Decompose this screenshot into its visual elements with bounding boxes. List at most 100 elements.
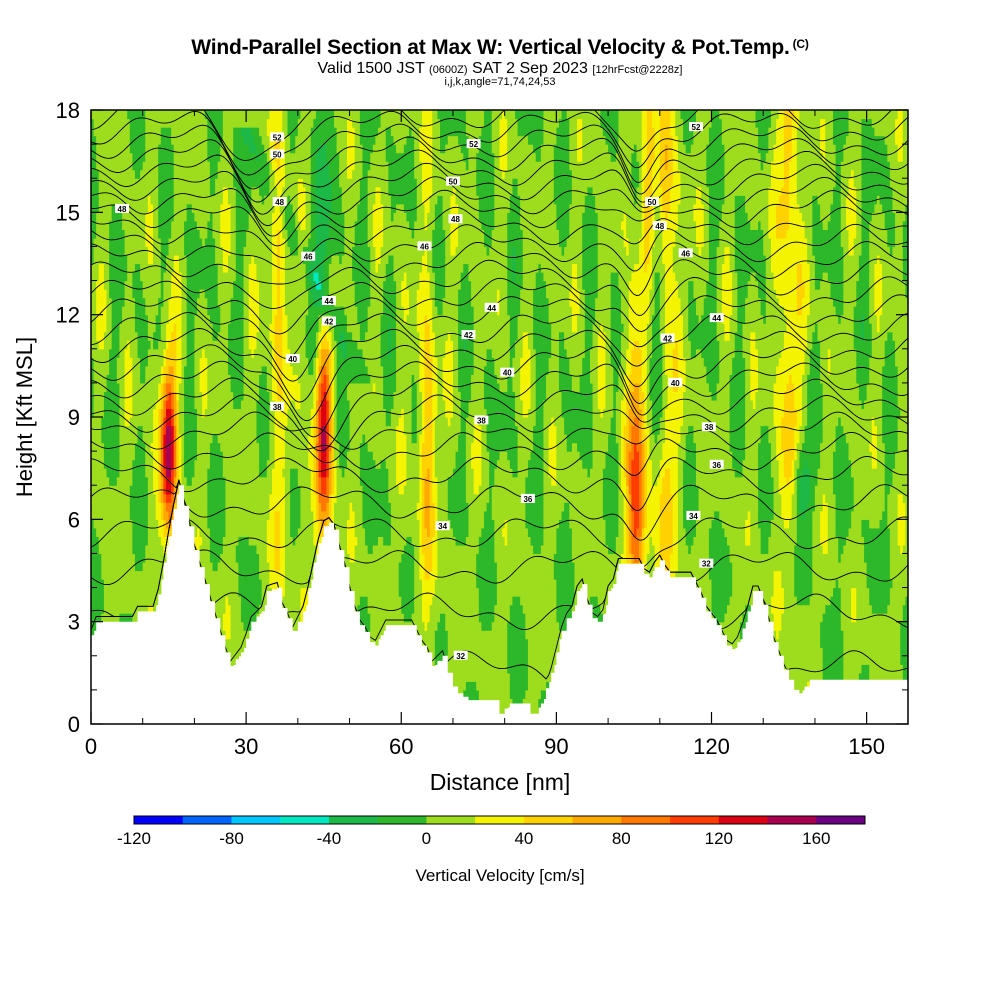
velocity-cell xyxy=(181,382,185,393)
velocity-cell xyxy=(199,348,203,358)
velocity-cell xyxy=(189,169,193,179)
velocity-cell xyxy=(160,468,164,478)
velocity-cell xyxy=(106,451,110,461)
velocity-cell xyxy=(212,237,216,248)
velocity-cell xyxy=(103,587,108,597)
velocity-cell xyxy=(101,399,105,410)
velocity-cell xyxy=(142,502,146,512)
velocity-cell xyxy=(184,263,188,273)
velocity-cell xyxy=(111,169,115,179)
velocity-cell xyxy=(106,195,110,205)
velocity-cell xyxy=(150,493,154,503)
velocity-cell xyxy=(165,536,170,546)
velocity-cell xyxy=(132,596,136,606)
velocity-cell xyxy=(191,237,196,248)
velocity-cell xyxy=(111,434,115,444)
velocity-cell xyxy=(173,118,177,128)
velocity-cell xyxy=(122,468,126,478)
velocity-cell xyxy=(132,519,136,529)
velocity-cell xyxy=(132,203,136,213)
velocity-cell xyxy=(96,220,100,230)
velocity-cell xyxy=(163,365,167,375)
velocity-cell xyxy=(124,587,128,597)
velocity-cell xyxy=(228,382,232,393)
velocity-cell xyxy=(155,374,159,384)
velocity-cell xyxy=(184,254,188,265)
velocity-cell xyxy=(194,178,198,188)
velocity-cell xyxy=(246,272,250,282)
velocity-cell xyxy=(106,127,110,137)
velocity-cell xyxy=(145,476,149,486)
velocity-cell xyxy=(222,434,227,444)
velocity-cell xyxy=(233,144,237,154)
velocity-cell xyxy=(194,442,198,452)
velocity-cell xyxy=(178,314,183,324)
velocity-cell xyxy=(256,536,260,546)
velocity-cell xyxy=(191,118,196,128)
velocity-cell xyxy=(176,169,180,179)
velocity-cell xyxy=(282,314,286,324)
velocity-cell xyxy=(261,442,265,452)
velocity-cell xyxy=(158,169,162,179)
velocity-cell xyxy=(165,510,170,520)
velocity-cell xyxy=(199,331,203,341)
velocity-cell xyxy=(215,212,219,222)
velocity-cell xyxy=(137,169,141,179)
velocity-cell xyxy=(230,493,234,503)
velocity-cell xyxy=(191,135,196,145)
velocity-cell xyxy=(134,587,139,597)
velocity-cell xyxy=(103,289,108,299)
velocity-cell xyxy=(168,399,172,410)
velocity-cell xyxy=(207,161,211,171)
velocity-cell xyxy=(207,382,211,393)
velocity-cell xyxy=(290,365,294,375)
velocity-cell xyxy=(93,485,97,495)
velocity-cell xyxy=(114,502,118,512)
velocity-cell xyxy=(191,425,196,435)
velocity-cell xyxy=(209,161,214,171)
velocity-cell xyxy=(158,544,162,555)
velocity-cell xyxy=(96,229,100,239)
velocity-cell xyxy=(220,254,224,265)
velocity-cell xyxy=(243,468,247,478)
velocity-cell xyxy=(279,220,283,230)
velocity-cell xyxy=(207,289,211,299)
velocity-cell xyxy=(228,348,232,358)
velocity-cell xyxy=(147,331,152,341)
velocity-cell xyxy=(297,254,302,265)
velocity-cell xyxy=(292,314,296,324)
velocity-cell xyxy=(184,280,188,290)
velocity-cell xyxy=(261,459,265,469)
velocity-cell xyxy=(269,280,273,290)
velocity-cell xyxy=(142,374,146,384)
velocity-cell xyxy=(101,144,105,154)
velocity-cell xyxy=(248,280,252,290)
velocity-cell xyxy=(124,425,128,435)
velocity-cell xyxy=(132,502,136,512)
velocity-cell xyxy=(271,169,276,179)
velocity-cell xyxy=(215,237,219,248)
velocity-cell xyxy=(279,289,283,299)
velocity-cell xyxy=(271,442,276,452)
velocity-cell xyxy=(222,186,227,196)
velocity-cell xyxy=(225,596,229,606)
velocity-cell xyxy=(93,502,97,512)
velocity-cell xyxy=(300,399,304,410)
velocity-cell xyxy=(290,596,294,606)
velocity-cell xyxy=(96,195,100,205)
velocity-cell xyxy=(251,579,255,589)
velocity-cell xyxy=(127,510,131,520)
velocity-cell xyxy=(243,323,247,333)
velocity-cell xyxy=(287,476,291,486)
velocity-cell xyxy=(235,391,239,401)
velocity-cell xyxy=(124,391,128,401)
velocity-cell xyxy=(191,468,196,478)
velocity-cell xyxy=(98,382,102,393)
velocity-cell xyxy=(140,485,144,495)
velocity-cell xyxy=(93,604,97,614)
velocity-cell xyxy=(264,451,268,461)
velocity-cell xyxy=(158,297,162,307)
velocity-cell xyxy=(259,348,263,358)
velocity-cell xyxy=(266,476,270,486)
velocity-cell xyxy=(230,502,234,512)
